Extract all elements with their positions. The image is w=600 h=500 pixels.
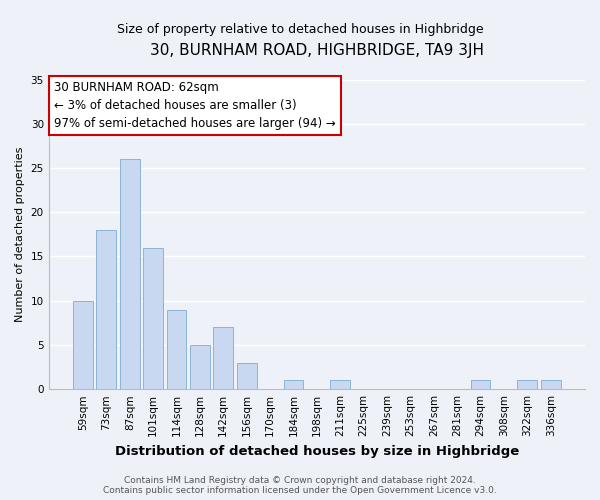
Title: 30, BURNHAM ROAD, HIGHBRIDGE, TA9 3JH: 30, BURNHAM ROAD, HIGHBRIDGE, TA9 3JH xyxy=(150,42,484,58)
Bar xyxy=(167,310,187,389)
Bar xyxy=(237,362,257,389)
Bar xyxy=(517,380,537,389)
Text: Contains HM Land Registry data © Crown copyright and database right 2024.
Contai: Contains HM Land Registry data © Crown c… xyxy=(103,476,497,495)
Text: Size of property relative to detached houses in Highbridge: Size of property relative to detached ho… xyxy=(116,22,484,36)
X-axis label: Distribution of detached houses by size in Highbridge: Distribution of detached houses by size … xyxy=(115,444,519,458)
Text: 30 BURNHAM ROAD: 62sqm
← 3% of detached houses are smaller (3)
97% of semi-detac: 30 BURNHAM ROAD: 62sqm ← 3% of detached … xyxy=(54,81,336,130)
Bar xyxy=(143,248,163,389)
Bar xyxy=(190,345,210,389)
Bar xyxy=(470,380,490,389)
Bar xyxy=(214,327,233,389)
Bar xyxy=(73,300,93,389)
Bar xyxy=(541,380,560,389)
Bar xyxy=(97,230,116,389)
Bar xyxy=(120,159,140,389)
Bar xyxy=(330,380,350,389)
Bar xyxy=(284,380,304,389)
Y-axis label: Number of detached properties: Number of detached properties xyxy=(15,146,25,322)
